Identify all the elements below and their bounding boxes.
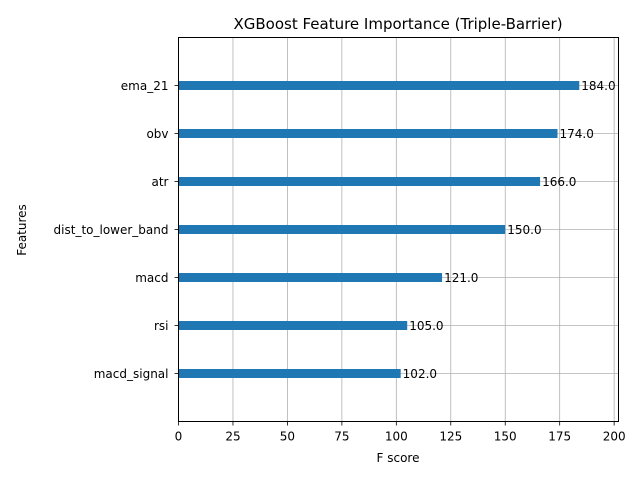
data-label: 166.0 — [542, 175, 576, 189]
data-label: 184.0 — [581, 79, 615, 93]
data-label: 105.0 — [409, 319, 443, 333]
y-tick-label: dist_to_lower_band — [54, 223, 169, 237]
y-tick-label: macd_signal — [94, 367, 169, 381]
data-label: 150.0 — [507, 223, 541, 237]
chart-title: XGBoost Feature Importance (Triple-Barri… — [233, 15, 562, 33]
x-tick-label: 75 — [334, 430, 349, 444]
y-tick-label: obv — [146, 127, 168, 141]
bars — [178, 81, 580, 378]
data-label: 102.0 — [403, 367, 437, 381]
x-tick-label: 200 — [603, 430, 626, 444]
x-tick-label: 125 — [439, 430, 462, 444]
bar — [178, 225, 506, 234]
x-tick-label: 175 — [548, 430, 571, 444]
bar — [178, 129, 558, 138]
bar — [178, 273, 443, 282]
x-tick-label: 50 — [280, 430, 295, 444]
bar — [178, 81, 580, 90]
x-tick-label: 150 — [494, 430, 517, 444]
y-tick-label: macd — [135, 271, 168, 285]
data-label: 174.0 — [560, 127, 594, 141]
x-axis-ticks: 0 25 50 75 100 125 150 175 200 — [175, 421, 626, 444]
bar — [178, 321, 408, 330]
data-label: 121.0 — [444, 271, 478, 285]
y-tick-label: rsi — [154, 319, 169, 333]
x-axis-label: F score — [377, 451, 420, 465]
bar — [178, 369, 401, 378]
y-axis-label: Features — [15, 204, 29, 256]
y-tick-label: ema_21 — [121, 79, 169, 93]
x-tick-label: 0 — [175, 430, 183, 444]
y-tick-label: atr — [152, 175, 169, 189]
x-tick-label: 100 — [385, 430, 408, 444]
bar — [178, 177, 541, 186]
x-tick-label: 25 — [225, 430, 240, 444]
data-labels: 184.0 174.0 166.0 150.0 121.0 105.0 102.0 — [403, 79, 616, 381]
